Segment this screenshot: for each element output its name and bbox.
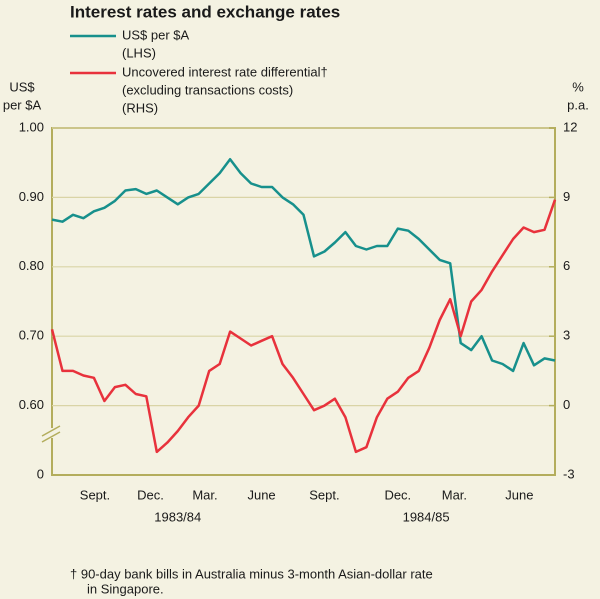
x-tick-label: Sept. xyxy=(80,487,110,502)
y2-tick-label: 12 xyxy=(563,119,577,134)
y-axis-label: per $A xyxy=(3,97,42,112)
x-tick-label: Dec. xyxy=(384,487,411,502)
axis-break-gap xyxy=(44,428,60,438)
chart-title: Interest rates and exchange rates xyxy=(70,2,340,21)
x-tick-label: Mar. xyxy=(192,487,217,502)
y-tick-label: 0.70 xyxy=(19,328,44,343)
y2-tick-label: 6 xyxy=(563,258,570,273)
legend-label: Uncovered interest rate differential† xyxy=(122,64,328,79)
y2-axis-label: p.a. xyxy=(567,97,589,112)
plot-area xyxy=(51,127,556,476)
axis-break xyxy=(41,425,61,437)
x-tick-label: Dec. xyxy=(137,487,164,502)
y-axis-label: US$ xyxy=(9,79,35,94)
legend-note: (RHS) xyxy=(122,100,158,115)
legend-note: (LHS) xyxy=(122,45,156,60)
y-tick-label: 1.00 xyxy=(19,119,44,134)
legend-label: US$ per $A xyxy=(122,27,190,42)
y-tick-label: 0.80 xyxy=(19,258,44,273)
footnote: in Singapore. xyxy=(87,581,164,596)
legend-note: (excluding transactions costs) xyxy=(122,82,293,97)
y-tick-label: 0.90 xyxy=(19,189,44,204)
y2-tick-label: 3 xyxy=(563,328,570,343)
y-tick-label: 0.60 xyxy=(19,397,44,412)
axis-break xyxy=(41,431,61,443)
series-line xyxy=(51,157,556,373)
y2-tick-label: 0 xyxy=(563,397,570,412)
footnote: † 90-day bank bills in Australia minus 3… xyxy=(70,566,433,581)
x-group-label: 1983/84 xyxy=(154,509,201,524)
x-tick-label: Mar. xyxy=(442,487,467,502)
x-tick-label: June xyxy=(247,487,275,502)
x-group-label: 1984/85 xyxy=(403,509,450,524)
series-line xyxy=(50,199,557,454)
y2-tick-label: 9 xyxy=(563,189,570,204)
y-break-label: 0 xyxy=(37,466,44,481)
y2-axis-label: % xyxy=(572,79,584,94)
y2-tick-label: -3 xyxy=(563,466,575,481)
x-tick-label: Sept. xyxy=(309,487,339,502)
x-tick-label: June xyxy=(505,487,533,502)
